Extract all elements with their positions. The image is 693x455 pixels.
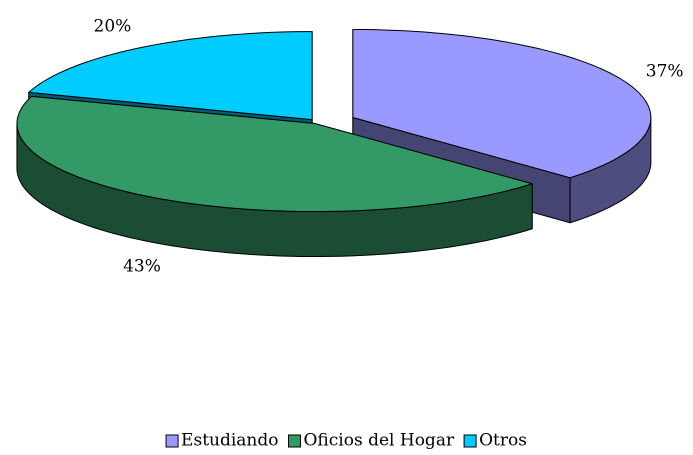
legend-label: Oficios del Hogar [303,431,454,451]
legend-swatch [165,434,179,448]
slice [16,95,533,258]
legend-label: Otros [479,431,527,451]
slice-top [352,28,652,179]
data-label: 20% [94,17,132,37]
legend-label: Estudiando [181,431,278,451]
legend-swatch [287,434,301,448]
slice-top [28,31,313,121]
data-label: 43% [123,257,161,277]
data-label: 37% [646,62,684,82]
slice-top [16,95,533,213]
legend-swatch [463,434,477,448]
legend: Estudiando Oficios del Hogar Otros [165,431,527,451]
